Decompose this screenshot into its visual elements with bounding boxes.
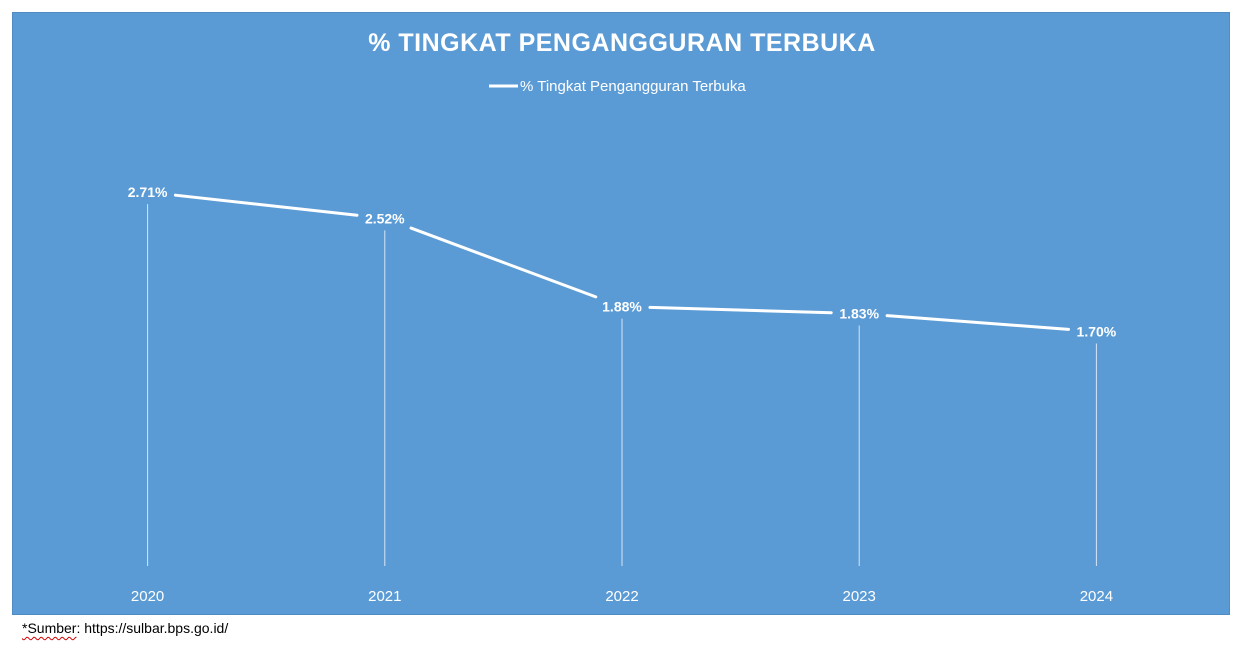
data-label-2021: 2.52% [365,210,405,226]
x-tick-label-2021: 2021 [368,588,401,605]
series-segment-2023-2024 [885,314,1070,331]
series-segment-2022-2023 [648,305,833,315]
source-note: *Sumber: https://sulbar.bps.go.id/ [22,620,228,636]
chart-title: % TINGKAT PENGANGGURAN TERBUKA [368,29,876,57]
x-tick-label-2020: 2020 [131,588,164,605]
data-label-2020: 2.71% [128,184,168,200]
chart-area: % TINGKAT PENGANGGURAN TERBUKA % Tingkat… [12,12,1230,615]
x-tick-label-2024: 2024 [1080,588,1113,605]
legend: % Tingkat Pengangguran Terbuka [489,78,746,95]
data-labels: 2.71% 2.52% 1.88% 1.83% 1.70% [128,184,1117,339]
x-tick-label-2022: 2022 [605,588,638,605]
drop-lines [147,204,1097,566]
series-line-group [173,193,1070,331]
line-chart: % TINGKAT PENGANGGURAN TERBUKA % Tingkat… [128,29,1117,605]
x-axis-ticks: 2020 2021 2022 2023 2024 [131,588,1113,605]
source-url: : https://sulbar.bps.go.id/ [76,620,229,636]
legend-label: % Tingkat Pengangguran Terbuka [520,78,746,95]
source-prefix: *Sumber [22,620,77,636]
series-segment-2020-2021 [173,193,359,217]
data-label-2022: 1.88% [602,299,642,315]
x-tick-label-2023: 2023 [843,588,876,605]
series-segment-2021-2022 [409,226,598,299]
data-label-2024: 1.70% [1077,323,1117,339]
data-label-2023: 1.83% [839,306,879,322]
